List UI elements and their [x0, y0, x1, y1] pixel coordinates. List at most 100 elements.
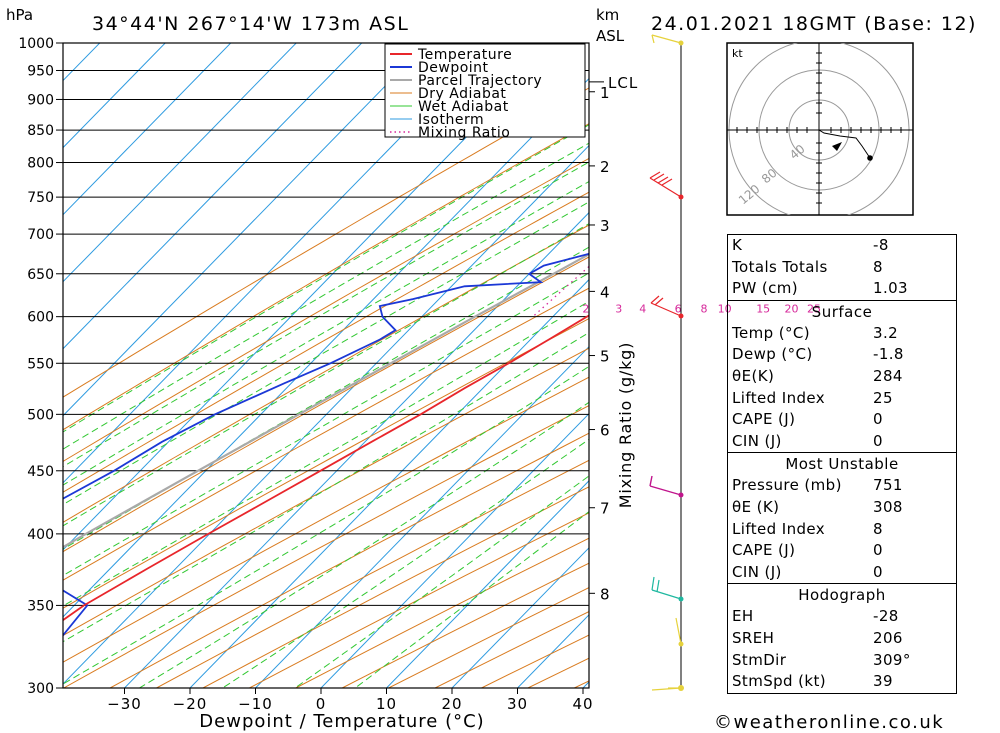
- mixing-ratio-label: 25: [807, 303, 821, 316]
- pressure-tick-label: 850: [27, 123, 54, 139]
- mu-cape-row: CAPE (J) 0: [728, 540, 956, 562]
- surface-li-value: 25: [873, 388, 893, 407]
- wind-barb-700: [649, 475, 684, 498]
- pressure-tick-label: 950: [27, 63, 54, 79]
- surface-cape-row: CAPE (J) 0: [728, 409, 956, 431]
- k-index-value: -8: [873, 236, 889, 254]
- wind-barb-950: [675, 617, 684, 647]
- wet-adiabat-line: [63, 124, 589, 433]
- hodograph-trace: [818, 129, 871, 159]
- isotherm-line: [63, 43, 297, 283]
- dry-adiabat-line: [63, 191, 589, 493]
- sreh-label: SREH: [732, 628, 775, 647]
- mu-theta-row: θE (K) 308: [728, 497, 956, 519]
- temperature-tick-label: 10: [376, 695, 397, 713]
- dry-adiabat-line: [109, 432, 589, 688]
- wind-barb-300: [651, 34, 684, 46]
- datetime-title: 24.01.2021 18GMT (Base: 12): [651, 13, 977, 35]
- legend-dewpoint: Dewpoint: [418, 60, 489, 76]
- dry-adiabat-line: [63, 404, 589, 688]
- surface-cin-label: CIN (J): [732, 431, 782, 450]
- pressure-tick-label: 350: [27, 598, 54, 614]
- dry-adiabat-line: [63, 123, 589, 431]
- height-tick-label: 4: [600, 283, 610, 301]
- isotherm-line: [123, 211, 589, 688]
- temperature-tick-label: 20: [441, 695, 462, 713]
- legend-parcel: Parcel Trajectory: [418, 73, 542, 89]
- height-tick-label: 2: [600, 158, 610, 176]
- wet-adiabat-line: [221, 438, 589, 688]
- pressure-unit: hPa: [6, 6, 33, 24]
- sreh-row: SREH 206: [728, 628, 956, 650]
- totals-totals-value: 8: [873, 257, 883, 276]
- pressure-axis: 300 350 400 450 500 550 600 650 700 750 800 850 900 9…: [18, 36, 63, 697]
- mu-theta-value: 308: [873, 497, 903, 516]
- hodograph-frame: [726, 42, 914, 216]
- dry-adiabat-line: [63, 376, 589, 663]
- pw-label: PW (cm): [732, 279, 799, 298]
- totals-totals-label: Totals Totals: [732, 257, 828, 276]
- dry-adiabat-line: [63, 256, 589, 553]
- mu-li-value: 8: [873, 519, 883, 538]
- parcel-trajectory-curve: [63, 253, 589, 549]
- isotherm-line: [516, 614, 589, 688]
- wind-barb-850: [651, 576, 684, 602]
- wet-adiabat-line: [63, 142, 589, 450]
- mu-cape-value: 0: [873, 541, 883, 560]
- sreh-value: 206: [873, 628, 903, 647]
- wind-barb-1000: [651, 685, 684, 691]
- hodograph-unit: kt: [732, 47, 743, 60]
- height-tick-label: 8: [600, 585, 610, 603]
- stmdir-value: 309°: [873, 650, 911, 669]
- height-tick-label: 5: [600, 348, 610, 366]
- asl-label: ASL: [596, 27, 625, 45]
- pressure-tick-label: 650: [27, 267, 54, 283]
- mixing-ratio-label: 3: [615, 303, 622, 316]
- stmspd-value: 39: [873, 672, 893, 691]
- surface-section: Surface Temp (°C) 3.2 Dewp (°C) -1.8 θE(K)…: [728, 299, 956, 453]
- temperature-tick-label: 40: [572, 695, 593, 713]
- surface-cin-row: CIN (J) 0: [728, 431, 956, 453]
- wet-adiabat-line: [63, 272, 589, 577]
- isotherm-line: [451, 547, 589, 688]
- surface-li-row: Lifted Index 25: [728, 388, 956, 410]
- most-unstable-section: Most Unstable Pressure (mb) 751 θE (K) 308…: [728, 452, 956, 583]
- dry-adiabat-line: [201, 486, 589, 688]
- hodograph-stats-title: Hodograph: [798, 586, 886, 605]
- surface-dewp-row: Dewp (°C) -1.8: [728, 344, 956, 366]
- temperature-tick-label: −30: [107, 695, 142, 713]
- surface-theta-label: θE(K): [732, 366, 775, 385]
- temperature-curve: [63, 314, 589, 622]
- legend: Temperature Dewpoint Parcel Trajectory D…: [384, 43, 586, 141]
- pressure-tick-label: 500: [27, 407, 54, 423]
- most-unstable-title: Most Unstable: [785, 455, 899, 474]
- wind-barb-500: [650, 295, 684, 319]
- mixing-ratio-label: 2: [582, 303, 589, 316]
- isotherm-line: [63, 43, 494, 484]
- lcl-label: LCL: [608, 74, 638, 92]
- mu-pressure-label: Pressure (mb): [732, 476, 842, 495]
- isotherm-line: [320, 413, 589, 688]
- eh-label: EH: [732, 607, 754, 626]
- isotherm-line: [254, 345, 589, 688]
- temperature-axis: −30 −20 −10 0 10 20 30 40: [107, 688, 593, 713]
- pressure-tick-label: 600: [27, 310, 54, 326]
- stmdir-label: StmDir: [732, 650, 787, 669]
- wind-barb-400: [649, 171, 684, 200]
- isotherm-line: [63, 43, 559, 551]
- background-lines: [63, 43, 589, 688]
- mu-cin-row: CIN (J) 0: [728, 562, 956, 584]
- legend-wet-adiabat: Wet Adiabat: [418, 99, 509, 115]
- isotherm-line: [63, 43, 428, 417]
- pressure-tick-label: 900: [27, 92, 54, 108]
- k-index-label: K: [732, 236, 743, 254]
- mu-cin-value: 0: [873, 562, 883, 581]
- pressure-tick-label: 550: [27, 356, 54, 372]
- dewpoint-curve: [63, 252, 589, 637]
- height-tick-label: 3: [600, 217, 610, 235]
- isotherm-line: [63, 77, 589, 618]
- surface-cape-label: CAPE (J): [732, 410, 796, 429]
- mu-cape-label: CAPE (J): [732, 541, 796, 560]
- eh-value: -28: [873, 607, 899, 626]
- mixing-ratio-label: 15: [756, 303, 770, 316]
